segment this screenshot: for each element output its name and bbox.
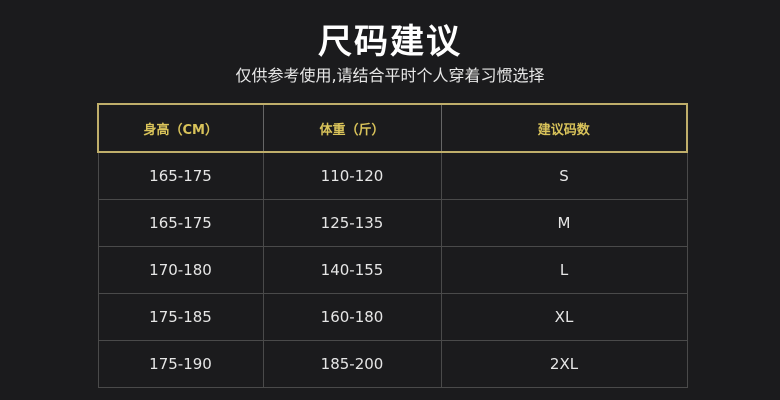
header-height: 身高（CM） [97,103,264,153]
header-size: 建议码数 [440,103,688,153]
table-row: 165-175 125-135 M [97,199,688,247]
height-cell: 175-185 [97,293,264,341]
table-row: 170-180 140-155 L [97,246,688,294]
weight-cell: 160-180 [262,293,442,341]
table-row: 165-175 110-120 S [97,151,688,200]
height-cell: 165-175 [97,199,264,247]
height-cell: 170-180 [97,246,264,294]
size-cell: S [440,151,688,200]
size-cell: XL [440,293,688,341]
weight-cell: 125-135 [262,199,442,247]
table-row: 175-190 185-200 2XL [97,340,688,388]
height-cell: 165-175 [97,151,264,200]
size-chart-table: 身高（CM） 体重（斤） 建议码数 165-175 110-120 S 165-175… [97,103,688,388]
height-cell: 175-190 [97,340,264,388]
size-cell: 2XL [440,340,688,388]
size-cell: M [440,199,688,247]
header-weight: 体重（斤） [262,103,442,153]
weight-cell: 110-120 [262,151,442,200]
size-cell: L [440,246,688,294]
page-subtitle: 仅供参考使用,请结合平时个人穿着习惯选择 [235,66,545,85]
table-header-row: 身高（CM） 体重（斤） 建议码数 [97,103,688,153]
weight-cell: 185-200 [262,340,442,388]
table-row: 175-185 160-180 XL [97,293,688,341]
weight-cell: 140-155 [262,246,442,294]
page-title: 尺码建议 [318,22,462,62]
